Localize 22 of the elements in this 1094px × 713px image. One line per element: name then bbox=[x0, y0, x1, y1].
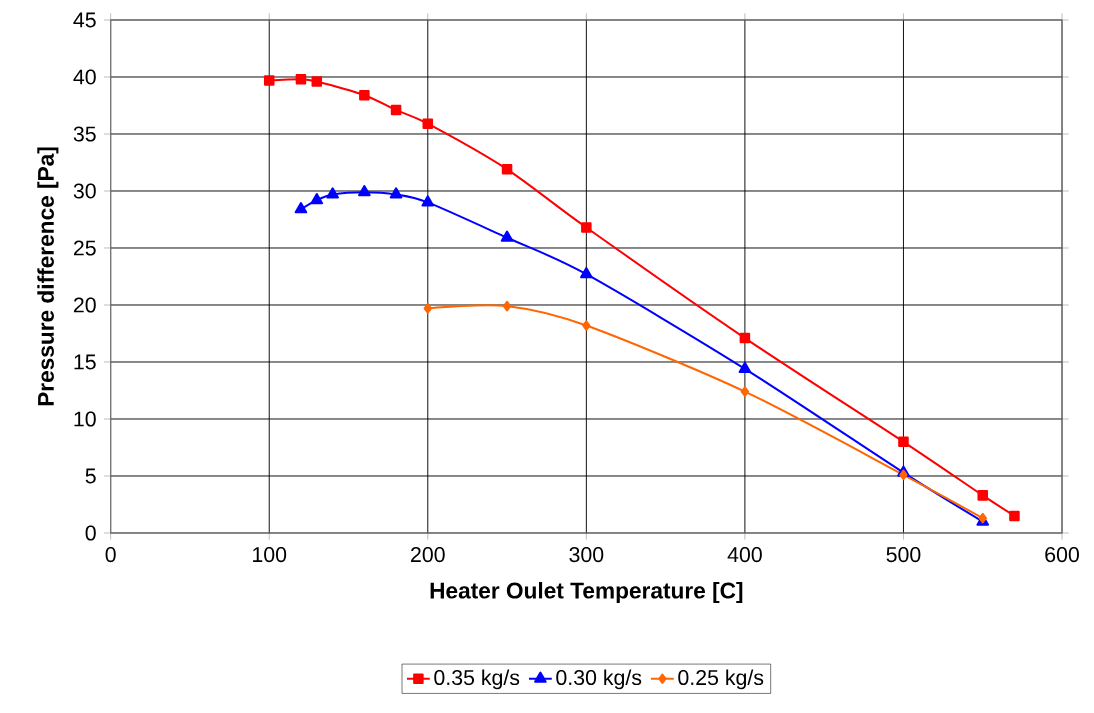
x-tick-label: 0 bbox=[105, 547, 116, 563]
legend-label: 0.25 kg/s bbox=[678, 669, 764, 690]
y-tick-label: 15 bbox=[74, 354, 96, 370]
y-tick-label: 10 bbox=[74, 411, 96, 427]
y-tick-label: 5 bbox=[85, 468, 96, 484]
x-tick-label: 400 bbox=[727, 547, 762, 563]
y-tick-label: 20 bbox=[73, 297, 96, 313]
y-axis-title: Pressure difference [Pa] bbox=[37, 147, 59, 406]
x-tick-label: 300 bbox=[569, 547, 604, 563]
y-tick-label: 35 bbox=[73, 126, 96, 142]
x-tick-label: 100 bbox=[253, 547, 287, 563]
x-axis-title: Heater Oulet Temperature [C] bbox=[430, 581, 743, 604]
legend-label: 0.35 kg/s bbox=[434, 669, 520, 690]
x-tick-label: 600 bbox=[1045, 547, 1079, 563]
x-tick-label: 200 bbox=[411, 547, 445, 563]
x-tick-label: 500 bbox=[886, 547, 921, 563]
y-tick-label: 40 bbox=[73, 69, 96, 85]
legend-label: 0.30 kg/s bbox=[556, 669, 642, 690]
y-tick-label: 25 bbox=[73, 240, 96, 256]
y-tick-label: 45 bbox=[73, 12, 96, 28]
y-tick-label: 0 bbox=[85, 525, 96, 541]
y-tick-label: 30 bbox=[73, 183, 96, 199]
